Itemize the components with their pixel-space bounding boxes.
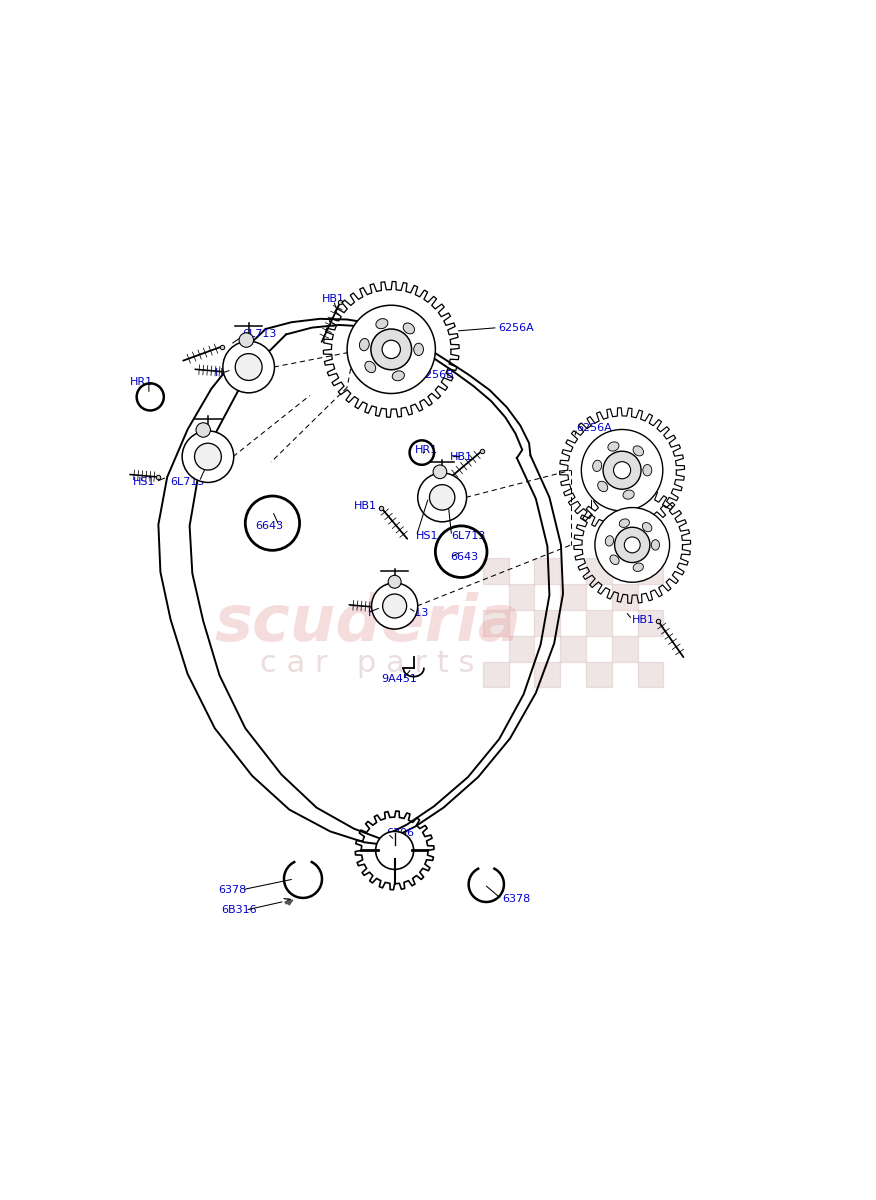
Circle shape (236, 354, 262, 380)
Circle shape (371, 329, 412, 370)
Text: 6B316: 6B316 (222, 905, 258, 916)
Text: 6306: 6306 (386, 828, 414, 839)
Circle shape (382, 341, 400, 359)
Bar (483, 661, 509, 688)
Circle shape (595, 508, 669, 582)
Ellipse shape (610, 554, 619, 564)
Circle shape (625, 536, 640, 553)
Text: scuderia: scuderia (214, 592, 521, 654)
Bar (638, 661, 663, 688)
Text: 6L713: 6L713 (242, 330, 276, 340)
Ellipse shape (376, 319, 388, 329)
Text: 6L713: 6L713 (171, 476, 205, 487)
Text: 6378: 6378 (502, 894, 530, 905)
Circle shape (239, 332, 253, 347)
Ellipse shape (605, 535, 613, 546)
Text: HB1: HB1 (632, 614, 655, 624)
Text: HB1: HB1 (450, 451, 473, 462)
Bar (586, 661, 611, 688)
Text: 6256A: 6256A (576, 424, 612, 433)
Text: 6256A: 6256A (498, 323, 533, 332)
Bar (638, 610, 663, 636)
Text: HR1: HR1 (415, 445, 438, 455)
Circle shape (223, 341, 274, 392)
Bar (586, 558, 611, 584)
Text: HS1: HS1 (215, 368, 237, 378)
Text: c a r   p a r t s: c a r p a r t s (260, 649, 475, 678)
Circle shape (613, 462, 631, 479)
Ellipse shape (359, 338, 369, 350)
Text: 6378: 6378 (218, 884, 246, 895)
Circle shape (615, 527, 650, 563)
Circle shape (383, 594, 406, 618)
Bar (534, 558, 561, 584)
Circle shape (182, 431, 234, 482)
Bar (586, 610, 611, 636)
Bar (561, 584, 586, 610)
Text: 6256B: 6256B (591, 492, 627, 503)
Text: 9A451: 9A451 (381, 674, 417, 684)
Ellipse shape (593, 460, 602, 472)
Bar (483, 558, 509, 584)
Ellipse shape (403, 323, 414, 334)
Circle shape (388, 575, 401, 588)
Text: 6256B: 6256B (419, 370, 454, 380)
Bar (534, 661, 561, 688)
Ellipse shape (392, 371, 405, 380)
Circle shape (433, 464, 447, 479)
Bar (611, 584, 638, 610)
Bar (483, 610, 509, 636)
Ellipse shape (633, 446, 644, 456)
Text: HS1: HS1 (367, 607, 390, 618)
Ellipse shape (413, 343, 423, 355)
Circle shape (603, 451, 641, 490)
Ellipse shape (623, 490, 634, 499)
Text: 6L713: 6L713 (394, 607, 429, 618)
Text: 6643: 6643 (450, 552, 478, 562)
Text: HB1: HB1 (322, 294, 345, 304)
Ellipse shape (597, 481, 608, 492)
Text: HR1: HR1 (130, 377, 153, 386)
Text: HS1: HS1 (416, 532, 439, 541)
Text: HS1: HS1 (133, 476, 156, 487)
Polygon shape (285, 900, 293, 905)
Ellipse shape (364, 361, 376, 373)
Bar (638, 558, 663, 584)
Ellipse shape (608, 442, 619, 451)
Circle shape (376, 832, 413, 870)
Text: 6643: 6643 (256, 521, 284, 530)
Ellipse shape (619, 518, 630, 527)
Bar (534, 610, 561, 636)
Ellipse shape (651, 540, 660, 550)
Ellipse shape (643, 464, 652, 476)
Text: 6L713: 6L713 (452, 532, 486, 541)
Text: HB1: HB1 (354, 502, 377, 511)
Circle shape (371, 583, 418, 629)
Bar (509, 584, 534, 610)
Circle shape (429, 485, 455, 510)
Bar (509, 636, 534, 661)
Ellipse shape (642, 522, 652, 532)
Bar (561, 636, 586, 661)
Circle shape (582, 430, 663, 511)
Circle shape (196, 422, 210, 437)
Circle shape (347, 305, 435, 394)
Circle shape (194, 443, 222, 470)
Bar (611, 636, 638, 661)
Ellipse shape (633, 563, 643, 571)
Circle shape (418, 473, 467, 522)
